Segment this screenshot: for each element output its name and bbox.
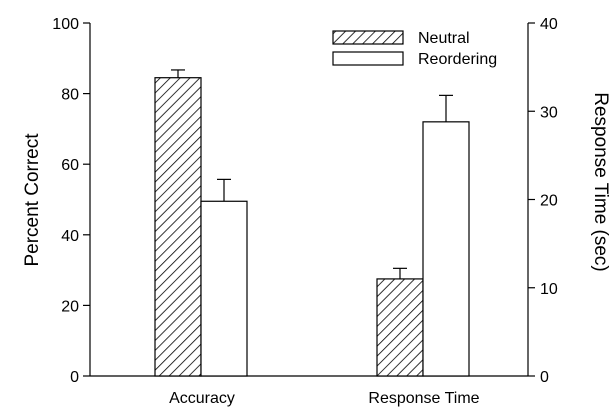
right-tick-label: 20	[540, 193, 558, 210]
legend-label-neutral: Neutral	[418, 30, 470, 47]
legend-swatch-reordering	[332, 51, 404, 66]
right-axis-ticks: 0 10 20 30 40	[528, 16, 558, 386]
right-tick-label: 10	[540, 281, 558, 298]
left-tick-label: 60	[61, 157, 79, 174]
category-label-accuracy: Accuracy	[169, 390, 235, 407]
left-tick-label: 20	[61, 298, 79, 315]
legend-swatch-neutral	[332, 30, 404, 45]
left-tick-label: 40	[61, 228, 79, 245]
bars	[154, 69, 470, 377]
right-tick-label: 0	[540, 369, 549, 386]
left-tick-label: 80	[61, 87, 79, 104]
left-axis-title: Percent Correct	[22, 133, 43, 267]
left-tick-label: 100	[52, 16, 79, 33]
legend: Neutral Reordering	[332, 30, 497, 68]
left-tick-label: 0	[70, 369, 79, 386]
left-axis-ticks: 0 20 40 60 80 100	[52, 16, 90, 386]
bar-neutral-response-time	[376, 278, 424, 377]
bar-reordering-response-time	[422, 121, 470, 377]
category-label-response-time: Response Time	[368, 390, 479, 407]
bar-reordering-accuracy	[200, 200, 248, 377]
legend-label-reordering: Reordering	[418, 51, 497, 68]
right-tick-label: 40	[540, 16, 558, 33]
right-tick-label: 30	[540, 104, 558, 121]
right-axis-title: Response Time (sec)	[590, 92, 611, 272]
bar-neutral-accuracy	[154, 77, 202, 377]
